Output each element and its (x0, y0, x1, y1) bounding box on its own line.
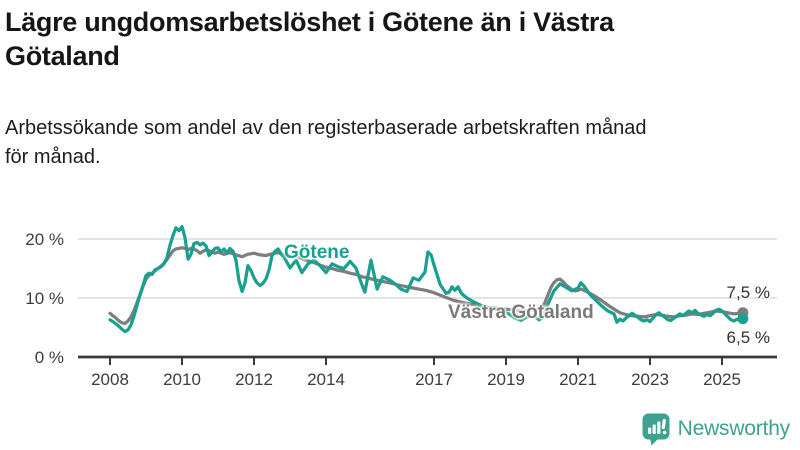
newsworthy-logo[interactable]: Newsworthy (642, 412, 790, 446)
page-title-line-1: Lägre ungdomsarbetslöshet i Götene än i … (5, 7, 614, 37)
y-axis-tick-label: 10 % (25, 289, 64, 308)
series-label-gotene: Götene (284, 242, 350, 263)
y-axis-tick-label: 0 % (35, 348, 64, 367)
chart-subtitle-line-2: för månad. (5, 146, 101, 168)
newsworthy-logo-text: Newsworthy (677, 417, 791, 440)
x-axis-tick-label: 2025 (703, 370, 741, 389)
x-axis-tick-label: 2021 (559, 370, 597, 389)
x-axis-tick-label: 2014 (307, 370, 345, 389)
chart-subtitle: Arbetssökande som andel av den registerb… (5, 114, 790, 172)
x-axis-tick-label: 2017 (415, 370, 453, 389)
line-g-tene (108, 224, 745, 334)
series-label-vastra-gotaland: Västra Götaland (448, 302, 594, 323)
x-axis-tick-label: 2023 (631, 370, 669, 389)
x-axis-tick-label: 2012 (235, 370, 273, 389)
chart-subtitle-line-1: Arbetssökande som andel av den registerb… (5, 117, 647, 139)
x-axis-tick-label: 2019 (487, 370, 525, 389)
newsworthy-logo-icon (642, 413, 670, 446)
end-value-label-gotene: 6,5 % (726, 328, 770, 347)
x-axis-tick-label: 2008 (91, 370, 129, 389)
x-axis-tick-label: 2010 (163, 370, 201, 389)
end-value-label-vastra-gotaland: 7,5 % (726, 283, 770, 302)
end-dot-g-tene (737, 313, 749, 325)
page-title-line-2: Götaland (5, 41, 120, 71)
y-axis-tick-label: 20 % (25, 230, 64, 249)
page-title: Lägre ungdomsarbetslöshet i Götene än i … (5, 5, 790, 73)
